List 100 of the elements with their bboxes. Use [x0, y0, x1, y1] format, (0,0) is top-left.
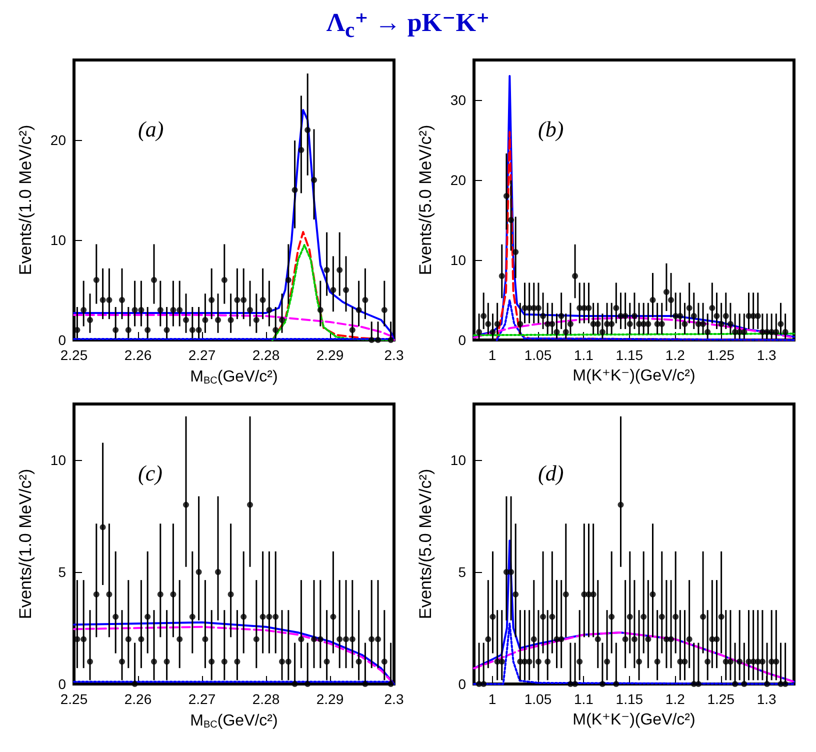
y-tick-label: 0: [58, 676, 66, 692]
point: [196, 569, 202, 575]
point: [80, 636, 87, 642]
x-tick-label: 2.3: [384, 691, 404, 707]
point: [221, 658, 228, 665]
y-axis-title: Events/(5.0 MeV/c²): [416, 124, 435, 276]
x-tick-label: 1.2: [665, 347, 686, 363]
point: [176, 307, 183, 313]
point: [157, 307, 164, 313]
y-tick-label: 10: [450, 452, 466, 468]
y-tick-label: 0: [458, 332, 466, 348]
point: [196, 327, 202, 333]
point: [170, 591, 176, 598]
point: [87, 317, 93, 323]
point: [228, 317, 234, 323]
point: [112, 327, 119, 333]
point: [330, 287, 336, 293]
x-axis-title: M(K⁺K⁻)(GeV/c²): [572, 368, 696, 384]
point: [202, 317, 208, 323]
x-tick-label: 2.27: [188, 691, 216, 707]
point: [260, 614, 266, 620]
point: [266, 614, 272, 620]
point: [253, 636, 260, 642]
point: [189, 614, 196, 620]
point: [164, 327, 170, 333]
x-tick-label: 2.25: [60, 691, 88, 707]
y-tick-label: 20: [450, 172, 466, 188]
y-tick-label: 10: [50, 232, 66, 248]
point: [202, 636, 208, 642]
y-tick-label: 0: [58, 332, 66, 348]
y-axis-title: Events/(1.0 MeV/c²): [16, 468, 35, 620]
point: [125, 327, 132, 333]
point: [80, 307, 87, 313]
point: [119, 297, 125, 303]
chart-title: Λ$_{c}$⁺ → pK⁻K⁺: [325, 8, 491, 44]
point: [375, 337, 381, 343]
y-tick-label: 10: [450, 252, 466, 268]
point: [266, 307, 272, 313]
point: [324, 658, 330, 665]
point: [151, 658, 157, 665]
point: [170, 307, 176, 313]
point: [368, 636, 375, 642]
point: [138, 636, 144, 642]
x-tick-label: 1.15: [616, 347, 644, 363]
point: [292, 681, 298, 687]
point: [247, 502, 253, 508]
point: [381, 307, 388, 313]
point: [132, 681, 138, 687]
x-tick-label: 1.05: [524, 347, 552, 363]
point: [164, 658, 170, 665]
point: [356, 307, 362, 313]
point: [208, 297, 215, 303]
x-tick-label: 1.15: [616, 691, 644, 707]
point: [138, 307, 144, 313]
point: [151, 277, 157, 283]
x-tick-label: 1.25: [707, 347, 735, 363]
y-tick-label: 30: [450, 92, 466, 108]
x-tick-label: 2.3: [384, 347, 404, 363]
point: [176, 636, 183, 642]
x-tick-label: 1.05: [524, 691, 552, 707]
point: [240, 614, 247, 620]
x-tick-label: 2.28: [252, 347, 280, 363]
x-tick-label: 2.29: [316, 347, 344, 363]
point: [285, 658, 292, 665]
point: [93, 591, 100, 598]
line-series: [473, 75, 795, 338]
point: [311, 177, 317, 183]
point: [330, 614, 336, 620]
point: [285, 277, 292, 283]
point: [87, 658, 93, 665]
x-tick-label: 1.3: [756, 347, 777, 363]
point: [362, 297, 368, 303]
point: [183, 502, 189, 508]
y-axis-title: Events/(5.0 MeV/c²): [416, 468, 435, 620]
point: [336, 267, 343, 273]
x-tick-label: 1.2: [665, 691, 686, 707]
x-tick-label: 2.29: [316, 691, 344, 707]
point: [260, 297, 266, 303]
y-tick-label: 10: [50, 452, 66, 468]
point: [362, 681, 368, 687]
x-tick-label: 1.1: [574, 691, 594, 707]
x-axis-title: M(K⁺K⁻)(GeV/c²): [572, 712, 696, 728]
point: [183, 317, 189, 323]
point: [324, 267, 330, 273]
x-tick-label: 2.25: [60, 347, 88, 363]
x-tick-label: 2.28: [252, 691, 280, 707]
x-tick-label: 2.26: [124, 691, 152, 707]
point: [125, 636, 132, 642]
y-tick-label: 20: [50, 132, 66, 148]
point: [298, 636, 304, 642]
point: [240, 297, 247, 303]
point: [292, 187, 298, 193]
point: [234, 297, 240, 303]
point: [119, 658, 125, 665]
point: [228, 591, 234, 598]
annotation: (d): [538, 460, 564, 486]
point: [304, 681, 311, 687]
point: [253, 317, 260, 323]
x-tick-label: 1.25: [707, 691, 735, 707]
annotation: (c): [138, 460, 162, 486]
